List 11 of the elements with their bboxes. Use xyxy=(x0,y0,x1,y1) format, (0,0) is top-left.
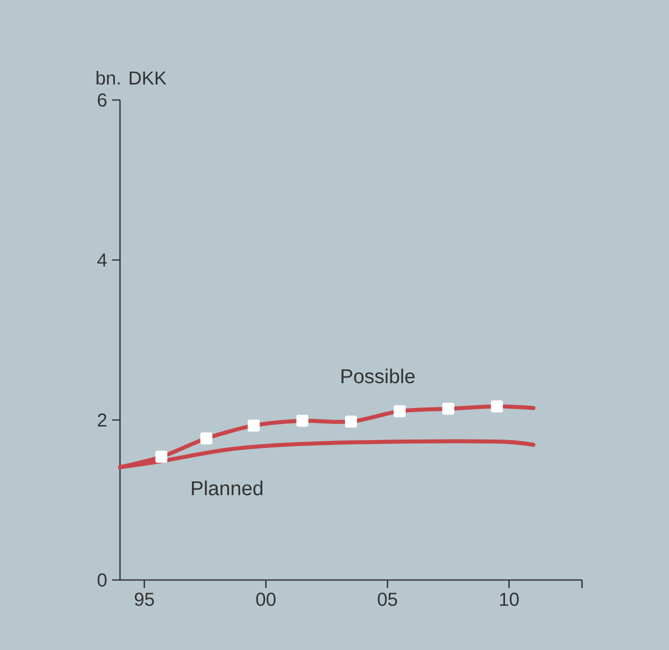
x-tick-label: 05 xyxy=(378,592,398,606)
y-tick-label: 4 xyxy=(97,254,107,266)
y-tick-label: 6 xyxy=(98,93,106,107)
y-axis-title: bn. DKK xyxy=(96,70,166,85)
x-tick-label: 95 xyxy=(134,592,154,606)
series-label: Planned xyxy=(192,480,262,496)
y-tick-label: 0 xyxy=(98,573,107,587)
x-tick-label: 00 xyxy=(256,592,276,606)
y-tick-label: 2 xyxy=(98,413,106,427)
series-label: Possible xyxy=(342,368,415,384)
x-tick-label: 10 xyxy=(500,592,519,606)
